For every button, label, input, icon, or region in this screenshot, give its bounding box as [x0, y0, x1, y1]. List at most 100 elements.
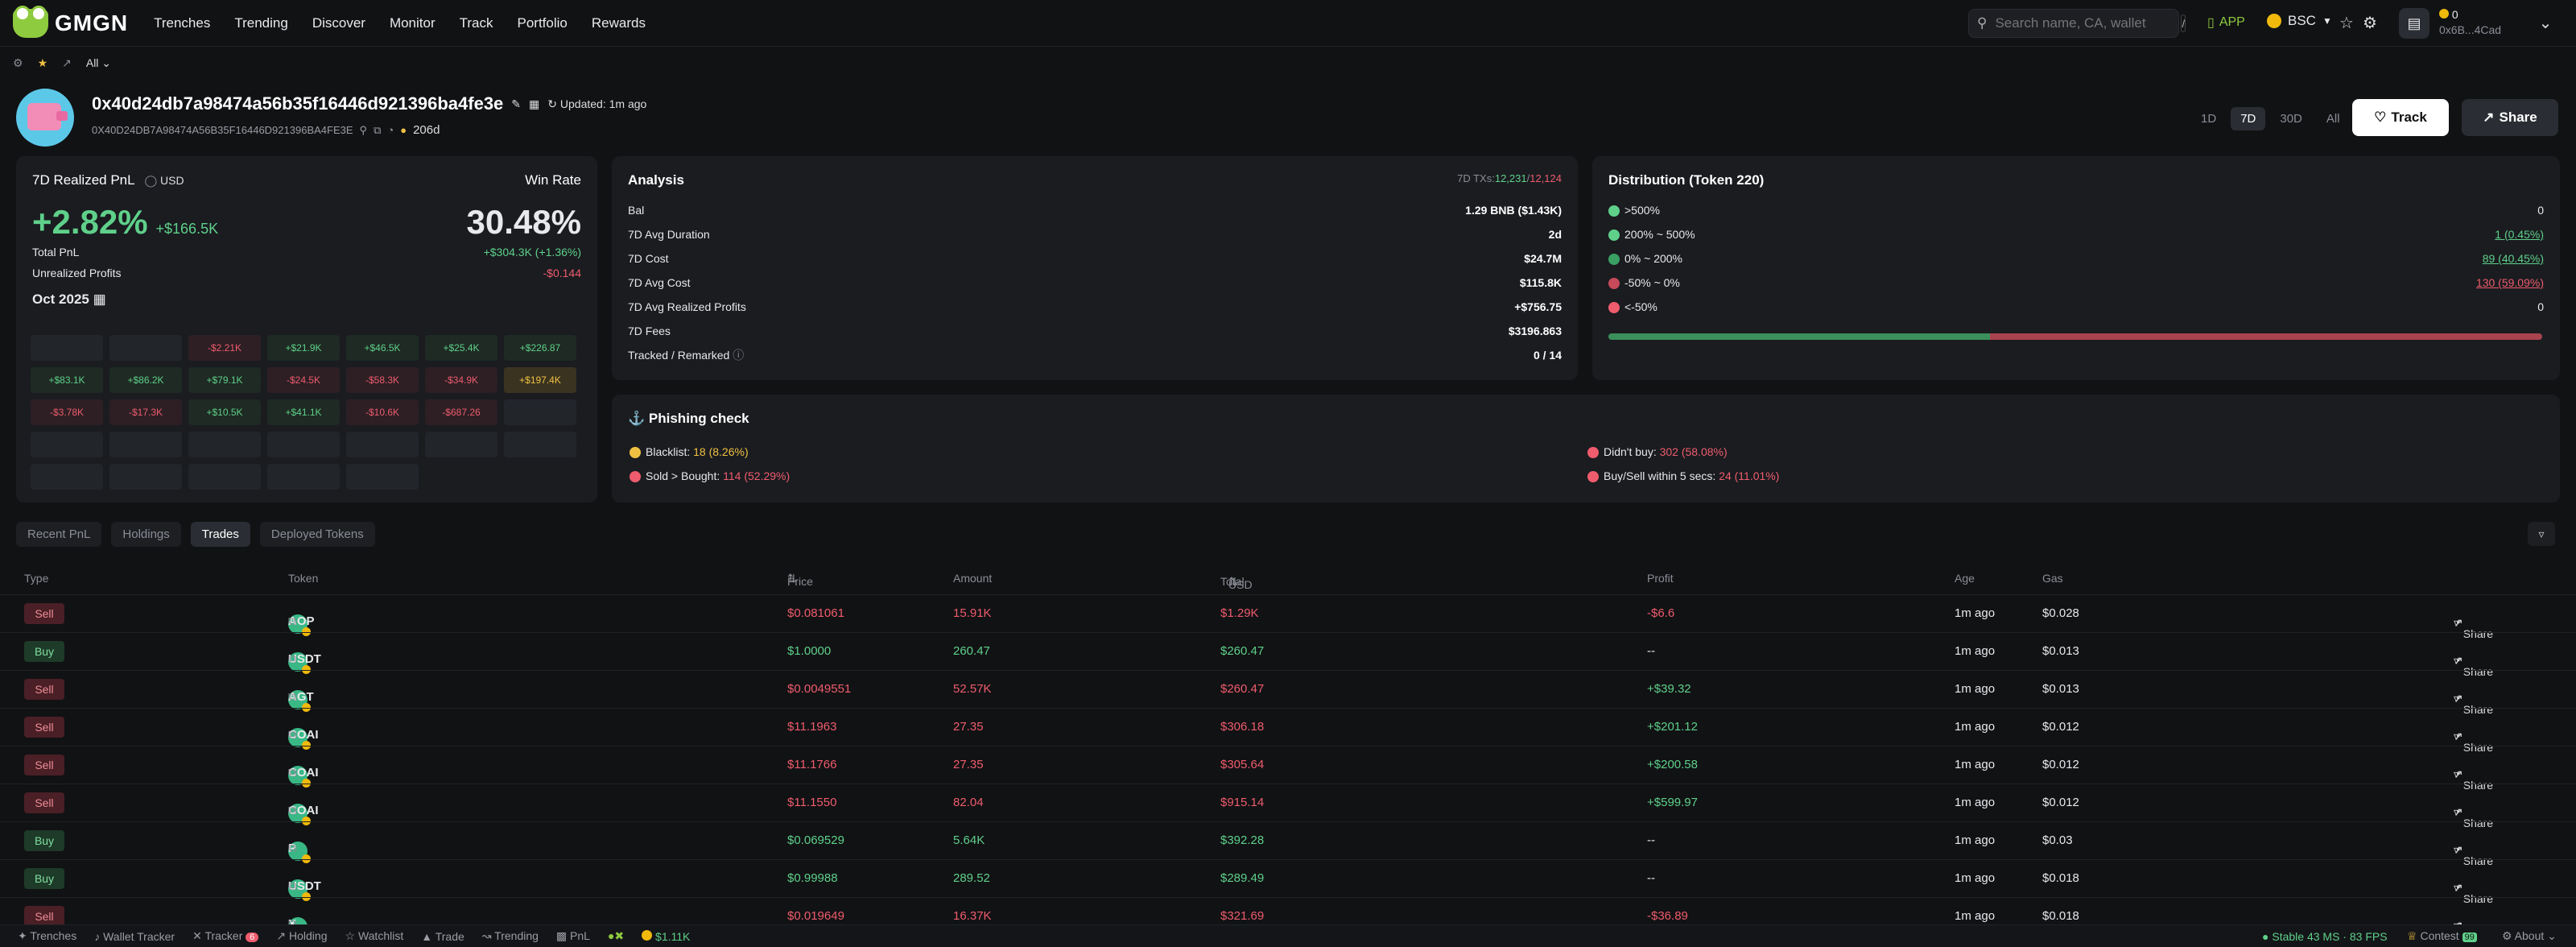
- explorer-icon[interactable]: ◔: [2454, 767, 2461, 780]
- table-row[interactable]: Buy P ⧉ $0.069529 5.64K $392.28 -- 1m ago $0.03 ↗…: [0, 821, 2576, 867]
- currency-toggle[interactable]: USD ⇅: [1228, 575, 1253, 591]
- edit-icon[interactable]: ✎: [511, 97, 522, 110]
- bucket-value[interactable]: 89 (40.45%): [2482, 252, 2544, 265]
- tab-trades[interactable]: Trades: [190, 522, 250, 547]
- footer-contest[interactable]: ♕ Contest 99: [2407, 929, 2477, 943]
- explorer-icon[interactable]: ◔: [2454, 843, 2461, 856]
- filter-icon[interactable]: ▿: [2454, 881, 2460, 894]
- share-button[interactable]: ↗Share: [2454, 730, 2494, 754]
- filter-icon[interactable]: ▿: [2454, 843, 2460, 856]
- wallet-info[interactable]: 0 0x6B...4Cad: [2439, 7, 2501, 38]
- copy-icon[interactable]: ⧉: [288, 804, 297, 817]
- star-icon[interactable]: ☆: [2339, 14, 2354, 32]
- period-1d[interactable]: 1D: [2201, 112, 2217, 126]
- footer-watchlist[interactable]: ☆ Watchlist: [345, 929, 404, 942]
- table-row[interactable]: Sell X⧉ $0.019649 16.37K $321.69 -$36.89 1m ag…: [0, 897, 2576, 943]
- table-row[interactable]: Sell COAI ⧉ $11.1550 82.04 $915.14 +$599.97 1m …: [0, 784, 2576, 829]
- copy-icon[interactable]: ⧉: [288, 652, 297, 666]
- search-icon[interactable]: ⚲: [359, 123, 368, 136]
- footer-trade[interactable]: ▲ Trade: [421, 929, 464, 943]
- chart-icon[interactable]: ↗: [62, 56, 72, 69]
- nav-track[interactable]: Track: [459, 14, 493, 31]
- filter-dropdown[interactable]: All ⌄: [85, 56, 112, 69]
- explorer-icon[interactable]: ◔: [2454, 805, 2461, 818]
- footer-tracker[interactable]: ✕ Tracker 6: [192, 929, 259, 943]
- chain-selector[interactable]: BSC ▼: [2267, 13, 2332, 29]
- share-button[interactable]: ↗Share: [2454, 767, 2494, 792]
- copy-icon[interactable]: ⧉: [288, 766, 297, 780]
- search-input[interactable]: [1995, 15, 2174, 31]
- filter-icon[interactable]: ▿: [2454, 692, 2460, 705]
- info-icon[interactable]: ⓘ: [733, 349, 745, 362]
- period-30d[interactable]: 30D: [2280, 112, 2302, 126]
- nav-trenches[interactable]: Trenches: [154, 14, 211, 31]
- footer-holding[interactable]: ↗ Holding: [276, 929, 328, 942]
- search-box[interactable]: ⚲ /: [1968, 9, 2186, 38]
- nav-portfolio[interactable]: Portfolio: [517, 14, 568, 31]
- copy-icon[interactable]: ⧉: [288, 842, 297, 855]
- copy-icon[interactable]: ⧉: [288, 917, 297, 931]
- filter-icon[interactable]: ▿: [2454, 654, 2460, 667]
- period-all[interactable]: All: [2326, 112, 2340, 126]
- brand-logo[interactable]: GMGN: [13, 5, 128, 38]
- table-row[interactable]: Buy USDT ⧉ $0.99988 289.52 $289.49 -- 1m ago $0.…: [0, 859, 2576, 905]
- gear-icon[interactable]: ⚙: [2363, 14, 2377, 32]
- chevron-down-icon[interactable]: ⌄: [2538, 14, 2553, 32]
- wallet-button[interactable]: ▤: [2399, 8, 2429, 39]
- table-row[interactable]: Sell AOP ⧉ $0.081061 15.91K $1.29K -$6.6 1m ago…: [0, 594, 2576, 640]
- share-button[interactable]: ↗Share: [2454, 805, 2494, 829]
- nav-rewards[interactable]: Rewards: [591, 14, 646, 31]
- explorer-icon[interactable]: ◔: [2454, 881, 2461, 894]
- period-7d[interactable]: 7D: [2231, 107, 2266, 130]
- explorer-icon[interactable]: ◔: [2454, 692, 2461, 705]
- filter-icon[interactable]: ▿: [2528, 522, 2555, 546]
- footer-wallet-tracker[interactable]: ♪ Wallet Tracker: [94, 929, 175, 943]
- copy-icon[interactable]: ⧉: [288, 879, 297, 893]
- nav-monitor[interactable]: Monitor: [389, 14, 436, 31]
- table-row[interactable]: Sell COAI ⧉ $11.1963 27.35 $306.18 +$201.12 1m …: [0, 708, 2576, 754]
- settings-icon[interactable]: ⚙: [13, 56, 23, 69]
- share-button[interactable]: ↗Share: [2454, 616, 2494, 640]
- nav-trending[interactable]: Trending: [234, 14, 288, 31]
- footer-trenches[interactable]: ✦ Trenches: [18, 929, 77, 942]
- calendar-day: [31, 335, 103, 361]
- bucket-value[interactable]: 130 (59.09%): [2475, 276, 2544, 289]
- tab-holdings[interactable]: Holdings: [111, 522, 181, 547]
- explorer-icon[interactable]: ◔: [387, 124, 394, 136]
- filter-icon[interactable]: ▿: [2454, 616, 2460, 629]
- copy-icon[interactable]: ⧉: [374, 123, 382, 136]
- table-row[interactable]: Buy USDT ⧉ $1.0000 260.47 $260.47 -- 1m ago $0.0…: [0, 632, 2576, 678]
- footer-chains[interactable]: ●✖: [607, 929, 625, 942]
- tab-recent-pnl[interactable]: Recent PnL: [16, 522, 102, 547]
- copy-icon[interactable]: ⧉: [288, 728, 297, 742]
- footer-about[interactable]: ⚙ About ⌄: [2502, 929, 2557, 942]
- nav-discover[interactable]: Discover: [312, 14, 365, 31]
- footer-pnl[interactable]: ▩ PnL: [555, 929, 590, 942]
- copy-icon[interactable]: ⧉: [288, 690, 297, 704]
- app-download-button[interactable]: ▯ APP: [2207, 14, 2245, 31]
- tab-deployed-tokens[interactable]: Deployed Tokens: [259, 522, 375, 547]
- explorer-icon[interactable]: ◔: [2454, 654, 2461, 667]
- copy-icon[interactable]: ⧉: [288, 614, 297, 628]
- track-button[interactable]: ♡ Track: [2352, 99, 2449, 136]
- filter-icon[interactable]: ▿: [2454, 805, 2460, 818]
- bucket-value[interactable]: 1 (0.45%): [2495, 228, 2544, 241]
- table-row[interactable]: Sell COAI ⧉ $11.1766 27.35 $305.64 +$200.58 1m …: [0, 746, 2576, 792]
- col-price[interactable]: Price ⇅: [787, 572, 813, 588]
- table-row[interactable]: Sell AGT ⧉ $0.0049551 52.57K $260.47 +$39.32 1m…: [0, 670, 2576, 716]
- calendar-icon[interactable]: ▦: [529, 97, 540, 110]
- footer-trending[interactable]: ↝ Trending: [481, 929, 539, 942]
- share-button[interactable]: ↗Share: [2462, 99, 2558, 136]
- filter-icon[interactable]: ▿: [2454, 730, 2460, 742]
- refresh-icon[interactable]: ↻ Updated: 1m ago: [547, 97, 647, 110]
- explorer-icon[interactable]: ◔: [2454, 616, 2461, 629]
- share-button[interactable]: ↗Share: [2454, 843, 2494, 867]
- share-button[interactable]: ↗Share: [2454, 881, 2494, 905]
- share-button[interactable]: ↗Share: [2454, 692, 2494, 716]
- calendar-icon[interactable]: ▦: [93, 292, 106, 307]
- currency-toggle[interactable]: ◯ USD: [144, 174, 184, 187]
- share-button[interactable]: ↗Share: [2454, 654, 2494, 678]
- filter-icon[interactable]: ▿: [2454, 767, 2460, 780]
- explorer-icon[interactable]: ◔: [2454, 730, 2461, 742]
- star-filled-icon[interactable]: ★: [37, 56, 48, 69]
